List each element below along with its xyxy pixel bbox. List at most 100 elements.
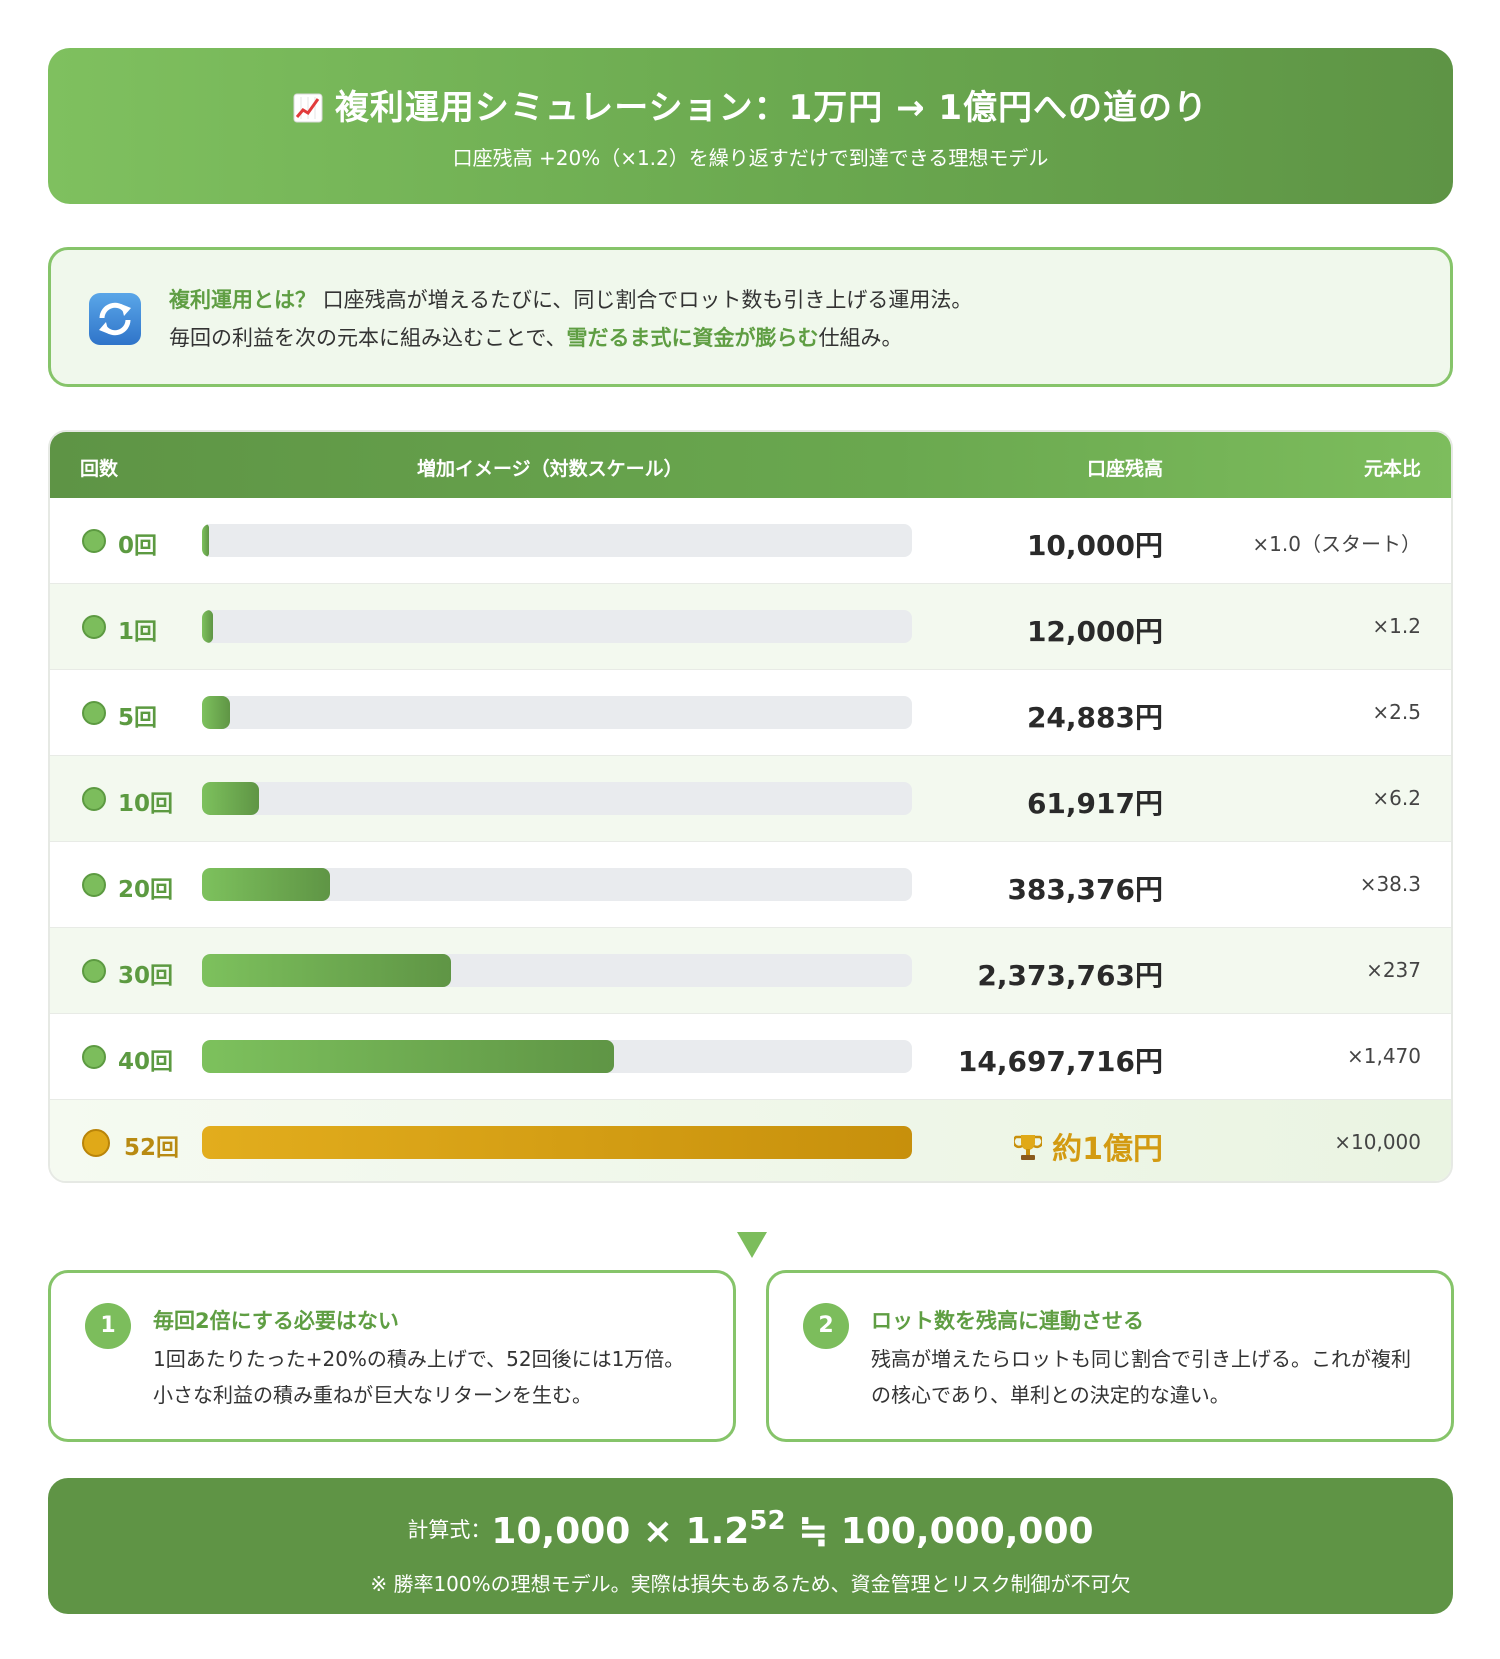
formula-expression: 10,000 × 1.252 ≒ 100,000,000: [491, 1506, 1094, 1552]
header-balance: 口座残高: [1086, 458, 1163, 480]
row-ratio: ×2.5: [1372, 700, 1421, 724]
bar-fill: [202, 868, 330, 901]
header-ratio: 元本比: [1363, 458, 1421, 480]
point-card-2: 2 ロット数を残高に連動させる 残高が増えたらロットも同じ割合で引き上げる。これ…: [766, 1270, 1454, 1442]
row-count: 0回: [118, 533, 158, 559]
row-ratio: ×38.3: [1359, 872, 1421, 896]
bar-fill: [202, 610, 213, 643]
bar-track: [202, 868, 912, 901]
row-balance-text: 383,376円: [1007, 873, 1163, 906]
green-dot-icon: [82, 1045, 106, 1069]
row-count: 10回: [118, 791, 174, 817]
info-line-2: 毎回の利益を次の元本に組み込むことで、雪だるま式に資金が膨らむ仕組み。: [169, 322, 903, 352]
bar-track: [202, 1126, 912, 1159]
formula-label: 計算式：: [407, 1518, 492, 1542]
bar-fill: [202, 1126, 912, 1159]
page-header: 複利運用シミュレーション：1万円 → 1億円への道のり 口座残高 +20%（×1…: [48, 48, 1453, 204]
page-subtitle: 口座残高 +20%（×1.2）を繰り返すだけで到達できる理想モデル: [452, 146, 1049, 170]
point-card-1: 1 毎回2倍にする必要はない 1回あたりたった+20%の積み上げで、52回後には…: [48, 1270, 736, 1442]
green-dot-icon: [82, 615, 106, 639]
row-count: 30回: [118, 963, 174, 989]
point-title-2: ロット数を残高に連動させる: [871, 1309, 1144, 1333]
info-box: 複利運用とは？ 口座残高が増えるたびに、同じ割合でロット数も引き上げる運用法。 …: [48, 247, 1453, 387]
growth-table: 回数 増加イメージ（対数スケール） 口座残高 元本比 0回 10,000円 ×1.0…: [48, 430, 1453, 1183]
point-number-1: 1: [85, 1303, 131, 1349]
info-highlight: 雪だるま式に資金が膨らむ: [566, 326, 819, 350]
row-balance: 約1億円: [1014, 1124, 1163, 1168]
down-arrow-icon: [737, 1232, 767, 1258]
bar-track: [202, 782, 912, 815]
row-balance: 14,697,716円: [958, 1040, 1163, 1080]
bar-track: [202, 696, 912, 729]
table-row: 1回 12,000円 ×1.2: [50, 584, 1451, 670]
green-dot-icon: [82, 873, 106, 897]
info-line-1-text: 口座残高が増えるたびに、同じ割合でロット数も引き上げる運用法。: [316, 288, 973, 312]
bar-fill: [202, 524, 210, 557]
row-balance: 2,373,763円: [977, 954, 1163, 994]
trophy-icon: [1014, 1135, 1043, 1160]
row-balance-text: 61,917円: [1026, 787, 1163, 820]
table-row: 40回 14,697,716円 ×1,470: [50, 1014, 1451, 1100]
point-title-1: 毎回2倍にする必要はない: [153, 1309, 399, 1333]
row-ratio: ×6.2: [1372, 786, 1421, 810]
refresh-icon: [89, 293, 141, 345]
green-dot-icon: [82, 529, 106, 553]
title-text: 複利運用シミュレーション：1万円 → 1億円への道のり: [334, 88, 1209, 128]
row-balance-text: 24,883円: [1026, 701, 1163, 734]
row-ratio: ×1.2: [1372, 614, 1421, 638]
row-balance: 12,000円: [1027, 610, 1163, 650]
info-term: 複利運用とは？: [169, 288, 316, 312]
header-count: 回数: [80, 458, 119, 480]
info-line-1: 複利運用とは？ 口座残高が増えるたびに、同じ割合でロット数も引き上げる運用法。: [169, 284, 972, 314]
formula-box: 計算式：10,000 × 1.252 ≒ 100,000,000 ※ 勝率100…: [48, 1478, 1453, 1614]
row-count: 20回: [118, 877, 174, 903]
info-line-2-post: 仕組み。: [818, 326, 903, 350]
row-balance: 383,376円: [1007, 868, 1163, 908]
table-row: 30回 2,373,763円 ×237: [50, 928, 1451, 1014]
info-line-2-pre: 毎回の利益を次の元本に組み込むことで、: [169, 326, 567, 350]
bar-track: [202, 954, 912, 987]
row-count: 5回: [118, 705, 158, 731]
row-ratio: ×1.0（スタート）: [1252, 532, 1421, 556]
table-row: 0回 10,000円 ×1.0（スタート）: [50, 498, 1451, 584]
chart-increasing-icon: [293, 93, 323, 123]
table-row: 10回 61,917円 ×6.2: [50, 756, 1451, 842]
row-balance-text: 2,373,763円: [977, 959, 1163, 992]
row-ratio: ×10,000: [1334, 1130, 1421, 1154]
bar-track: [202, 1040, 912, 1073]
bar-fill: [202, 1040, 614, 1073]
table-row: 52回 約1億円 ×10,000: [50, 1100, 1451, 1181]
bar-track: [202, 610, 912, 643]
formula-result: ≒ 100,000,000: [785, 1511, 1094, 1552]
page-title: 複利運用シミュレーション：1万円 → 1億円への道のり: [48, 80, 1453, 129]
green-dot-icon: [82, 959, 106, 983]
row-balance: 61,917円: [1027, 782, 1163, 822]
bar-fill: [202, 696, 231, 729]
green-dot-icon: [82, 787, 106, 811]
row-ratio: ×237: [1366, 958, 1421, 982]
formula-exponent: 52: [749, 1506, 786, 1536]
row-ratio: ×1,470: [1346, 1044, 1421, 1068]
row-count: 1回: [118, 619, 158, 645]
formula-base: 10,000 × 1.2: [491, 1511, 750, 1552]
table-row: 20回 383,376円 ×38.3: [50, 842, 1451, 928]
header-bar: 増加イメージ（対数スケール）: [417, 458, 683, 480]
row-balance-text: 10,000円: [1026, 529, 1163, 562]
bar-fill: [202, 782, 259, 815]
formula-note: ※ 勝率100%の理想モデル。実際は損失もあるため、資金管理とリスク制御が不可欠: [370, 1572, 1131, 1596]
row-balance-text: 14,697,716円: [957, 1045, 1163, 1078]
green-dot-icon: [82, 701, 106, 725]
row-balance-text: 約1億円: [1052, 1132, 1163, 1167]
gold-dot-icon: [82, 1129, 110, 1157]
table-header: 回数 増加イメージ（対数スケール） 口座残高 元本比: [50, 432, 1451, 498]
row-count: 40回: [118, 1049, 174, 1075]
bar-track: [202, 524, 912, 557]
bar-fill: [202, 954, 451, 987]
table-row: 5回 24,883円 ×2.5: [50, 670, 1451, 756]
point-body-2: 残高が増えたらロットも同じ割合で引き上げる。これが複利の核心であり、単利との決定…: [871, 1347, 1411, 1407]
row-balance: 24,883円: [1027, 696, 1163, 736]
point-number-2: 2: [803, 1303, 849, 1349]
row-balance-text: 12,000円: [1026, 615, 1163, 648]
row-balance: 10,000円: [1027, 524, 1163, 564]
row-count: 52回: [124, 1135, 180, 1161]
